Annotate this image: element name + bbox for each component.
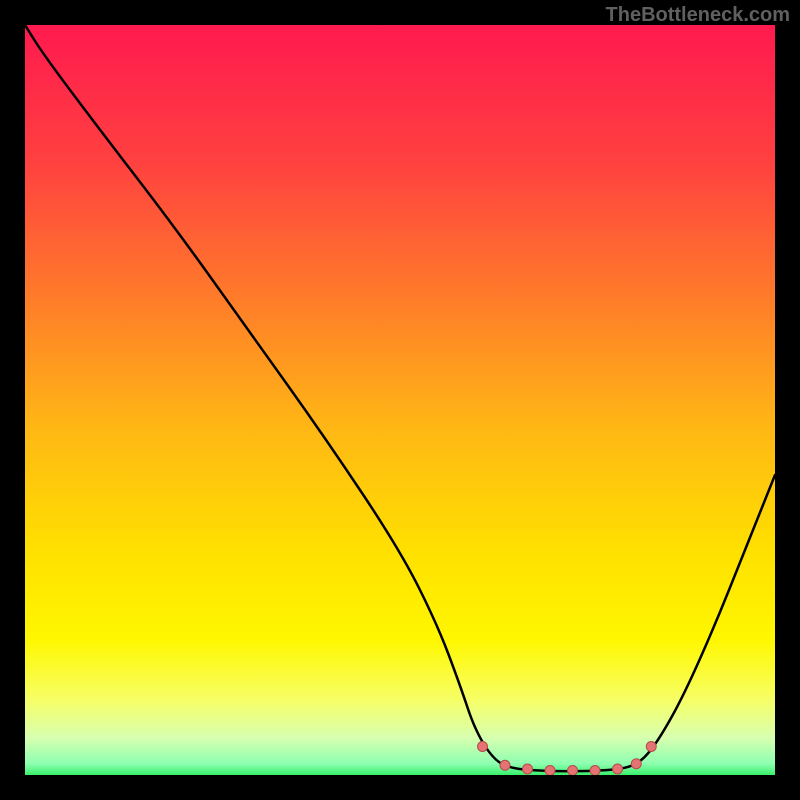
marker-dot	[646, 742, 656, 752]
marker-dot	[500, 760, 510, 770]
marker-dot	[613, 764, 623, 774]
marker-dot	[523, 764, 533, 774]
bottleneck-chart	[25, 25, 775, 775]
marker-dot	[590, 766, 600, 776]
marker-dot	[568, 766, 578, 776]
chart-frame: TheBottleneck.com	[0, 0, 800, 800]
marker-dot	[631, 759, 641, 769]
watermark-text: TheBottleneck.com	[606, 4, 790, 27]
chart-svg	[25, 25, 775, 775]
marker-dot	[545, 766, 555, 776]
marker-dot	[478, 742, 488, 752]
gradient-background	[25, 25, 775, 775]
